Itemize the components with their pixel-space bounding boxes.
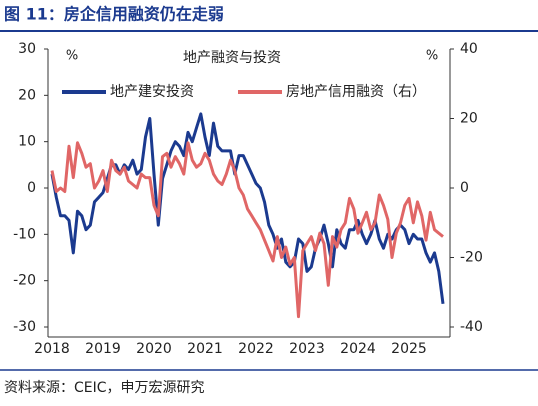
series-line (50, 141, 444, 319)
x-tick-label: 2018 (34, 341, 70, 357)
legend-label: 房地产信用融资（右） (286, 84, 426, 100)
x-tick-label: 2023 (289, 341, 325, 357)
page-title: 图 11：房企信用融资仍在走弱 (4, 5, 224, 24)
y-tick-label: 10 (18, 134, 36, 150)
y2-tick-label: 0 (460, 180, 469, 196)
y-tick-label: 0 (27, 180, 36, 196)
x-tick-label: 2021 (187, 341, 223, 357)
y2-unit: % (426, 49, 438, 64)
legend-label: 地产建安投资 (110, 84, 194, 100)
y-tick-label: -10 (13, 226, 36, 242)
y-tick-label: -30 (13, 319, 36, 335)
y-tick-label: 30 (18, 41, 36, 57)
x-tick-label: 2022 (238, 341, 274, 357)
series-line (50, 112, 445, 304)
y2-tick-label: -20 (460, 250, 483, 266)
y2-tick-label: 40 (460, 41, 478, 57)
y-tick-label: 20 (18, 87, 36, 103)
x-tick-label: 2025 (391, 341, 427, 357)
x-tick-label: 2019 (85, 341, 121, 357)
y2-tick-label: -40 (460, 319, 483, 335)
y-tick-label: -20 (13, 273, 36, 289)
chart-title: 地产融资与投资 (183, 50, 281, 66)
y2-tick-label: 20 (460, 111, 478, 127)
y-unit: % (66, 49, 78, 64)
x-tick-label: 2024 (340, 341, 376, 357)
source: 资料来源：CEIC，申万宏源研究 (4, 380, 205, 396)
x-tick-label: 2020 (136, 341, 172, 357)
